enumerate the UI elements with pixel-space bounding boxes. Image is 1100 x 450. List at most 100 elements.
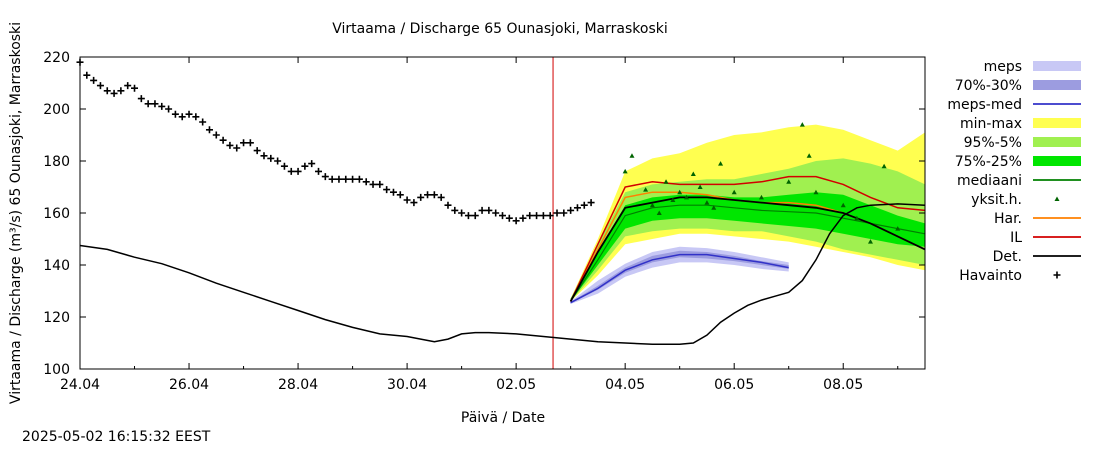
individual-member-marker [799, 122, 805, 127]
axes: 100 120 140 160 180 200 220 24.04 26.04 28.04 30.0… [43, 50, 925, 393]
band-meps [570, 246, 789, 304]
individual-member-marker [670, 197, 676, 202]
observed-point [117, 87, 125, 95]
observed-point [219, 136, 227, 144]
individual-member-marker [731, 189, 737, 195]
observed-point [389, 188, 397, 196]
observed-point [199, 118, 207, 126]
individual-member-marker [758, 194, 764, 200]
observed-point [451, 206, 459, 214]
legend-label: 75%-25% [955, 154, 1022, 170]
chart-legend: meps 70%-30% meps-med min-max 95%-5% 75%-25% m… [947, 59, 1081, 284]
x-tick-label: 28.04 [278, 377, 318, 393]
observed-point [424, 191, 432, 199]
observed-point [349, 175, 357, 183]
y-tick-label: 160 [43, 206, 70, 222]
individual-member-marker [711, 205, 717, 210]
observed-point [260, 152, 268, 160]
legend-label: min-max [960, 116, 1022, 132]
observed-point [567, 206, 575, 214]
observed-point [526, 212, 534, 220]
individual-member-marker [704, 200, 710, 205]
observed-point [328, 175, 336, 183]
x-tick-label: 02.05 [496, 377, 536, 393]
il-line [569, 175, 926, 302]
individual-member-marker [643, 187, 649, 192]
observed-point [240, 139, 248, 147]
meps-med-line [570, 253, 789, 304]
y-tick-label: 220 [43, 50, 70, 66]
individual-member-marker [629, 153, 635, 158]
forecast-bands [570, 124, 925, 304]
legend-label: 70%-30% [955, 78, 1022, 94]
observed-point [369, 180, 377, 188]
observed-point [274, 157, 282, 165]
legend-label: Det. [993, 249, 1022, 265]
individual-member-marker [697, 184, 703, 189]
observed-point [533, 212, 541, 220]
y-tick-label: 120 [43, 310, 70, 326]
observed-point [587, 199, 595, 207]
observed-point [267, 154, 275, 162]
det-forecast-line [569, 196, 926, 302]
observed-point [301, 162, 309, 170]
individual-member-marker [622, 168, 628, 174]
observed-point [444, 201, 452, 209]
individual-member-marker [649, 202, 655, 208]
observed-point [171, 110, 179, 118]
observed-point [253, 147, 261, 155]
x-tick-label: 08.05 [823, 377, 863, 393]
observed-point [383, 186, 391, 194]
observed-point [315, 167, 323, 175]
observed-point [192, 113, 200, 121]
observed-point [573, 204, 581, 212]
individual-member-marker [806, 153, 812, 158]
observed-point [124, 82, 132, 90]
observed-point [553, 209, 561, 217]
observed-point [321, 173, 329, 181]
observed-point [294, 167, 302, 175]
observed-point [110, 89, 118, 97]
legend-label: yksit.h. [971, 192, 1022, 208]
observed-point [355, 175, 363, 183]
legend-swatch [1033, 137, 1081, 147]
y-tick-label: 100 [43, 362, 70, 378]
forecast-lines [79, 57, 926, 369]
observed-point [178, 113, 186, 121]
x-tick-label: 26.04 [169, 377, 209, 393]
observed-point [499, 212, 506, 220]
observed-point [403, 196, 411, 204]
observed-point [137, 95, 145, 103]
legend-label: mediaani [957, 173, 1022, 189]
y-tick-label: 180 [43, 154, 70, 170]
observed-point [103, 87, 111, 95]
observed-point [90, 76, 98, 84]
observed-point [342, 175, 350, 183]
observed-point [505, 214, 513, 222]
observed-point [464, 212, 472, 220]
legend-label: 95%-5% [964, 135, 1022, 151]
x-axis-label: Päivä / Date [461, 410, 545, 426]
det-history-line [79, 203, 926, 346]
observed-point [376, 180, 384, 188]
observed-point [233, 144, 241, 152]
individual-member-marker [656, 210, 662, 215]
observed-point [437, 193, 445, 201]
legend-swatch [1033, 118, 1081, 128]
individual-member-marker [895, 226, 901, 231]
individual-member-marker [881, 163, 887, 169]
observed-point [83, 71, 91, 79]
legend-swatch [1054, 196, 1060, 201]
individual-member-marker [854, 215, 860, 221]
x-tick-label: 24.04 [60, 377, 100, 393]
x-tick-label: 06.05 [714, 377, 754, 393]
legend-swatch [1033, 80, 1081, 90]
observed-point [226, 141, 234, 149]
observed-point [96, 82, 104, 90]
observed-point [539, 212, 547, 220]
individual-member-marker [677, 189, 683, 195]
band-75-25 [570, 192, 925, 302]
observed-point [560, 209, 568, 217]
legend-label: meps [984, 59, 1022, 75]
